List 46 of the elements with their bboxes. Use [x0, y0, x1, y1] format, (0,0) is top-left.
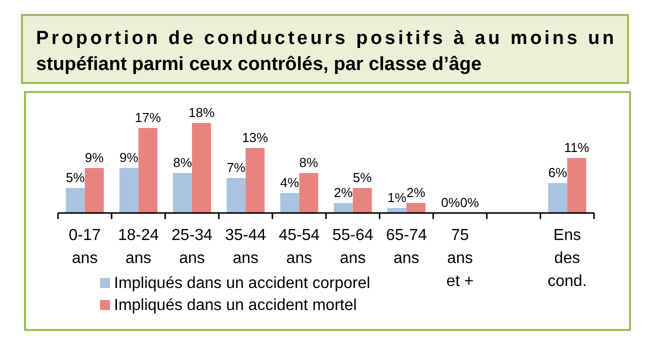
data-label: 8% [299, 155, 319, 170]
data-label: 5% [352, 170, 372, 185]
x-tick-label: 0-17 ans [68, 227, 101, 267]
bar [352, 188, 372, 213]
bar [280, 193, 300, 213]
data-label: 13% [242, 130, 269, 145]
bar [246, 148, 265, 213]
x-tick-label: 35-44 ans [225, 227, 266, 267]
data-label: 11% [564, 140, 590, 155]
bar [192, 123, 211, 213]
legend-label: Impliqués dans un accident mortel [114, 297, 357, 314]
x-tick-label: Ens des cond. [548, 227, 587, 290]
data-label: 4% [280, 175, 300, 190]
bar [84, 168, 104, 213]
x-tick-label: 45-54 ans [278, 227, 320, 267]
data-label: 9% [84, 150, 104, 165]
bar [299, 173, 318, 213]
data-label: 8% [173, 155, 192, 170]
x-tick-label: 25-34 ans [172, 227, 213, 267]
bar [66, 188, 85, 213]
legend-label: Impliqués dans un accident corporel [114, 275, 370, 292]
chart-title: Proportion de conducteurs positifs à au moins un stupéfiant parmi ceux contrôlés, par classe d’âge [36, 28, 614, 75]
x-tick-label: 55-64 ans [332, 227, 374, 267]
data-label: 0% [441, 195, 460, 210]
bar [567, 158, 586, 213]
x-tick-label: 65-74 ans [386, 227, 427, 267]
bar [334, 203, 353, 213]
bar [138, 128, 158, 213]
data-label: 2% [334, 185, 354, 200]
data-label: 18% [188, 105, 215, 120]
data-label: 2% [406, 185, 426, 200]
bar [226, 178, 246, 213]
data-label: 0% [460, 195, 480, 210]
bar [548, 183, 568, 213]
bar [173, 173, 192, 213]
data-label: 5% [66, 170, 86, 185]
bar [119, 168, 138, 213]
x-tick-label: 18-24 ans [118, 227, 159, 267]
data-label: 6% [548, 165, 568, 180]
data-label: 1% [388, 190, 407, 205]
bar [387, 208, 406, 213]
data-label: 17% [134, 110, 162, 125]
x-tick-label: 75 ans et + [446, 227, 474, 290]
bar [406, 203, 426, 213]
data-label: 7% [226, 160, 246, 175]
data-label: 9% [120, 150, 139, 165]
